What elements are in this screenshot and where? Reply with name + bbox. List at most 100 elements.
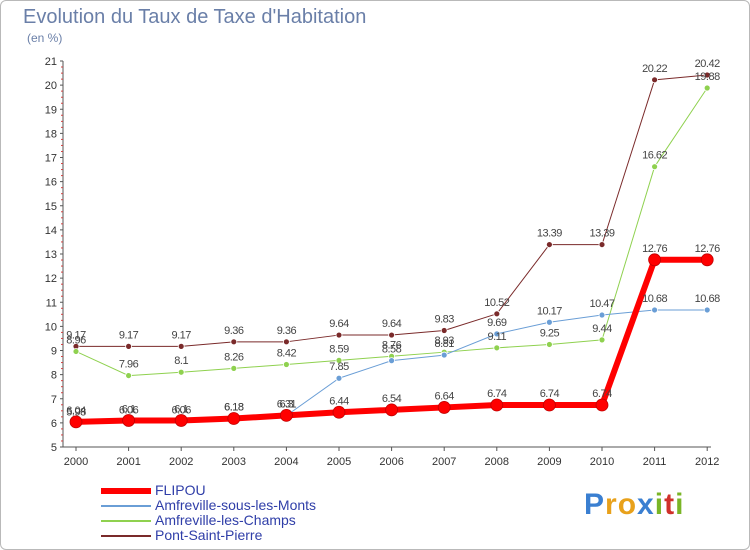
- data-point-amfreville-sous-les-monts: [651, 306, 658, 314]
- data-point-amfreville-les-champs: [703, 84, 711, 92]
- data-label-amfreville-sous-les-monts: 10.68: [695, 293, 720, 305]
- data-label-pont-saint-pierre: 9.64: [329, 318, 349, 330]
- x-tick-label: 2010: [590, 456, 614, 468]
- data-point-flipou: [700, 253, 714, 267]
- data-point-pont-saint-pierre: [440, 327, 448, 334]
- data-label-flipou: 12.76: [642, 243, 667, 255]
- legend-label: Amfreville-sous-les-Monts: [155, 497, 317, 513]
- x-tick-label: 2001: [116, 456, 140, 468]
- data-label-amfreville-les-champs: 8.59: [329, 343, 349, 355]
- data-point-amfreville-les-champs: [546, 341, 553, 348]
- data-label-amfreville-sous-les-monts: 5.98: [66, 406, 86, 418]
- data-point-pont-saint-pierre: [651, 76, 658, 84]
- legend-label: FLIPOU: [155, 482, 206, 498]
- series-labels: 9.17 9.17 9.17 9.36 9.36 9.64 9.64 9.83 10.52 13.…: [66, 58, 720, 418]
- legend-swatch: [101, 488, 151, 494]
- legend-swatch: [101, 505, 151, 507]
- data-label-amfreville-les-champs: 9.25: [540, 327, 560, 339]
- data-point-pont-saint-pierre: [335, 331, 343, 339]
- y-tick-label: 9: [51, 346, 57, 358]
- data-label-flipou: 6.74: [592, 388, 612, 400]
- legend-label: Amfreville-les-Champs: [155, 512, 296, 528]
- data-label-pont-saint-pierre: 9.36: [224, 325, 244, 337]
- y-tick-label: 12: [45, 273, 57, 285]
- data-label-amfreville-les-champs: 8.96: [66, 334, 86, 346]
- chart-title: Evolution du Taux de Taxe d'Habitation: [23, 6, 367, 28]
- x-tick-label: 2005: [327, 456, 351, 468]
- y-tick-label: 14: [45, 225, 57, 237]
- data-point-amfreville-les-champs: [177, 368, 185, 376]
- data-point-pont-saint-pierre: [177, 342, 185, 350]
- data-label-amfreville-les-champs: 8.42: [277, 347, 297, 359]
- data-label-amfreville-sous-les-monts: 9.69: [487, 317, 507, 329]
- data-label-pont-saint-pierre: 9.17: [66, 329, 86, 341]
- data-point-amfreville-sous-les-monts: [546, 318, 553, 326]
- data-point-flipou: [490, 398, 504, 412]
- data-point-amfreville-les-champs: [125, 372, 132, 379]
- brand-letter: t: [664, 488, 676, 521]
- brand-letter: i: [654, 488, 665, 521]
- data-point-flipou: [279, 408, 293, 422]
- brand-letter: r: [605, 488, 618, 521]
- legend-label: Pont-Saint-Pierre: [155, 527, 263, 543]
- data-label-amfreville-les-champs: 19.88: [695, 71, 720, 83]
- legend-swatch: [101, 535, 151, 537]
- data-label-amfreville-sous-les-monts: 10.68: [642, 293, 667, 305]
- data-point-amfreville-les-champs: [335, 356, 343, 364]
- data-label-amfreville-les-champs: 16.62: [642, 150, 667, 162]
- x-tick-label: 2007: [432, 456, 456, 468]
- data-label-flipou: 6.74: [487, 388, 507, 400]
- data-label-flipou: 6.64: [434, 390, 454, 402]
- data-point-pont-saint-pierre: [388, 331, 396, 339]
- data-point-flipou: [385, 403, 399, 417]
- data-point-pont-saint-pierre: [703, 71, 711, 79]
- data-label-amfreville-les-champs: 8.76: [382, 339, 402, 351]
- data-point-flipou: [648, 253, 661, 267]
- data-point-amfreville-sous-les-monts: [703, 306, 711, 314]
- data-label-amfreville-les-champs: 8.26: [224, 351, 244, 363]
- data-label-flipou: 6.1: [174, 403, 188, 415]
- data-point-pont-saint-pierre: [546, 241, 553, 248]
- data-point-flipou: [543, 398, 556, 412]
- data-label-pont-saint-pierre: 10.52: [484, 297, 509, 309]
- data-label-flipou: 12.76: [695, 243, 720, 255]
- y-tick-label: 11: [46, 297, 57, 309]
- series-points: [69, 71, 714, 429]
- data-point-amfreville-les-champs: [598, 336, 606, 344]
- y-tick-label: 20: [45, 80, 57, 92]
- y-tick-label: 17: [45, 153, 57, 165]
- data-label-flipou: 6.31: [277, 398, 297, 410]
- data-label-pont-saint-pierre: 13.39: [589, 228, 614, 240]
- y-tick-label: 6: [51, 418, 57, 430]
- data-label-amfreville-les-champs: 9.44: [592, 323, 612, 335]
- y-tick-label: 7: [51, 394, 57, 406]
- y-tick-label: 15: [45, 201, 57, 213]
- x-tick-label: 2008: [485, 456, 509, 468]
- y-tick-label: 8: [51, 370, 57, 382]
- axes: 5 6 7 8 9 10 11 12 13 14 15 16 17 18 19 20 21 2000 2001 200…: [45, 56, 720, 468]
- data-point-flipou: [332, 405, 346, 419]
- data-label-flipou: 6.74: [540, 388, 560, 400]
- brand-letter: o: [617, 488, 638, 521]
- x-tick-label: 2004: [274, 456, 298, 468]
- data-label-amfreville-les-champs: 8.1: [174, 355, 188, 367]
- legend-swatch: [101, 520, 151, 522]
- x-tick-label: 2009: [537, 456, 561, 468]
- data-label-amfreville-les-champs: 8.93: [434, 335, 454, 347]
- data-point-flipou: [122, 414, 135, 427]
- data-point-flipou: [174, 414, 188, 427]
- data-point-pont-saint-pierre: [230, 338, 238, 346]
- x-tick-label: 2011: [643, 456, 667, 468]
- data-label-amfreville-sous-les-monts: 6.18: [224, 402, 244, 414]
- data-point-amfreville-les-champs: [282, 361, 290, 368]
- data-label-amfreville-sous-les-monts: 6.06: [119, 404, 139, 416]
- brand-letter: x: [637, 488, 655, 521]
- data-label-amfreville-les-champs: 9.11: [488, 331, 507, 343]
- data-label-pont-saint-pierre: 9.36: [277, 325, 297, 337]
- y-tick-label: 19: [45, 104, 57, 116]
- y-tick-label: 16: [45, 177, 57, 189]
- data-label-pont-saint-pierre: 9.17: [171, 329, 191, 341]
- data-label-pont-saint-pierre: 9.83: [434, 313, 454, 325]
- data-point-amfreville-les-champs: [230, 364, 238, 372]
